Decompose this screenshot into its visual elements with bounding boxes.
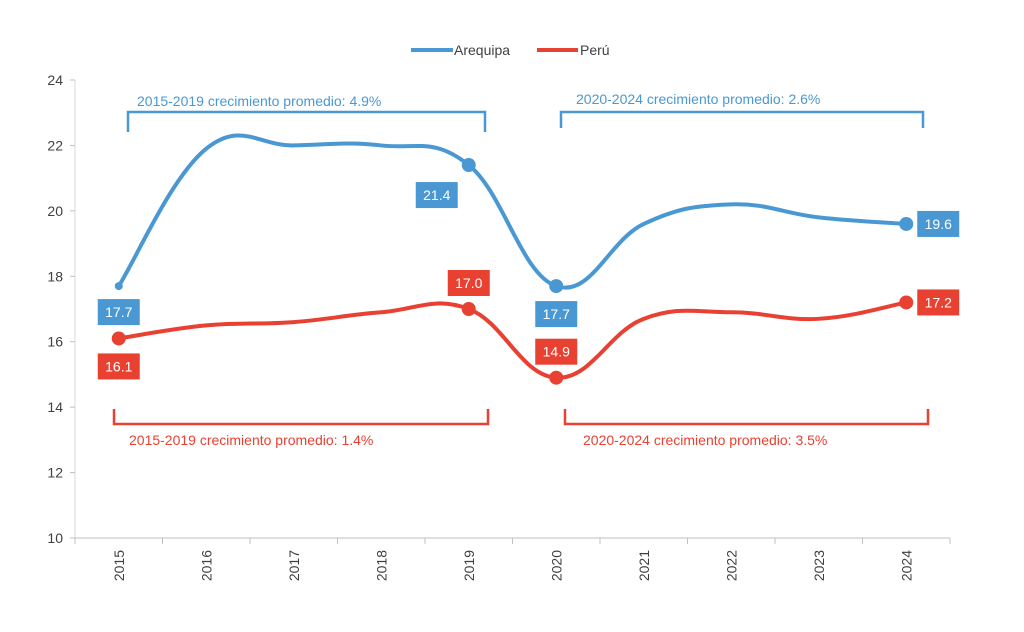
data-label-arequipa: 17.7 [105,304,132,320]
x-tick-label: 2022 [723,550,739,581]
legend-label-arequipa: Arequipa [454,42,510,58]
series-line-peru [116,300,909,380]
annotation-peru-2015-2019: 2015-2019 crecimiento promedio: 1.4% [129,432,373,448]
annotation-arequipa-2015-2019: 2015-2019 crecimiento promedio: 4.9% [137,93,381,109]
bracket-arequipa-2015-2019 [126,110,487,132]
data-label-arequipa: 19.6 [925,216,952,232]
x-tick-label: 2020 [548,550,564,581]
data-label-peru: 16.1 [105,358,132,374]
data-point-peru [549,370,564,385]
data-label-arequipa: 21.4 [423,187,450,203]
data-point-arequipa [114,282,123,291]
data-point-peru [899,295,914,310]
y-tick-label: 12 [47,465,63,481]
data-label-box-peru [97,353,140,380]
y-axis-ticks: 10 12 14 16 18 20 22 24 [47,72,75,546]
y-tick-label: 16 [47,334,63,350]
data-point-arequipa [899,216,914,231]
data-label-box-peru [535,338,578,365]
legend-label-peru: Perú [580,42,610,58]
annotation-arequipa-2020-2024: 2020-2024 crecimiento promedio: 2.6% [576,91,820,107]
series-line-arequipa [116,133,909,290]
annotation-peru-2020-2024: 2020-2024 crecimiento promedio: 3.5% [583,432,827,448]
y-tick-label: 24 [47,72,63,88]
data-label-box-arequipa [415,182,458,209]
x-tick-label: 2023 [811,550,827,581]
y-tick-label: 18 [47,268,63,284]
x-tick-label: 2018 [373,550,389,581]
data-point-peru [461,302,476,316]
data-label-box-peru [917,289,960,316]
bracket-arequipa-2020-2024 [559,110,925,128]
x-tick-label: 2015 [111,550,127,581]
y-tick-label: 10 [47,530,63,546]
bracket-peru-2020-2024 [563,409,930,426]
y-tick-label: 20 [47,203,63,219]
data-label-box-arequipa [535,301,578,328]
x-tick-label: 2021 [636,550,652,581]
data-label-box-peru [447,270,490,296]
bracket-peru-2015-2019 [112,409,490,426]
y-tick-label: 14 [47,399,63,415]
data-point-peru [111,331,126,346]
y-tick-label: 22 [47,137,63,153]
x-tick-label: 2024 [898,550,914,581]
legend: Arequipa Perú [411,42,610,58]
x-tick-label: 2019 [461,550,477,581]
data-point-arequipa [461,158,476,173]
data-label-arequipa: 17.7 [543,306,570,322]
x-axis-ticks: 2015 2016 2017 2018 2019 2020 2021 2022 2023 2024 [74,538,951,581]
data-labels: 17.7 21.4 17.7 19.6 16.1 17.0 14.9 17.2 [97,182,960,380]
data-label-peru: 14.9 [543,344,570,360]
data-point-arequipa [549,279,564,294]
x-tick-label: 2016 [198,550,214,581]
series-layer [111,133,914,385]
data-label-box-arequipa [917,210,960,237]
data-label-peru: 17.2 [925,294,952,310]
x-tick-label: 2017 [286,550,302,581]
data-label-box-arequipa [97,299,140,326]
data-label-peru: 17.0 [455,275,482,291]
